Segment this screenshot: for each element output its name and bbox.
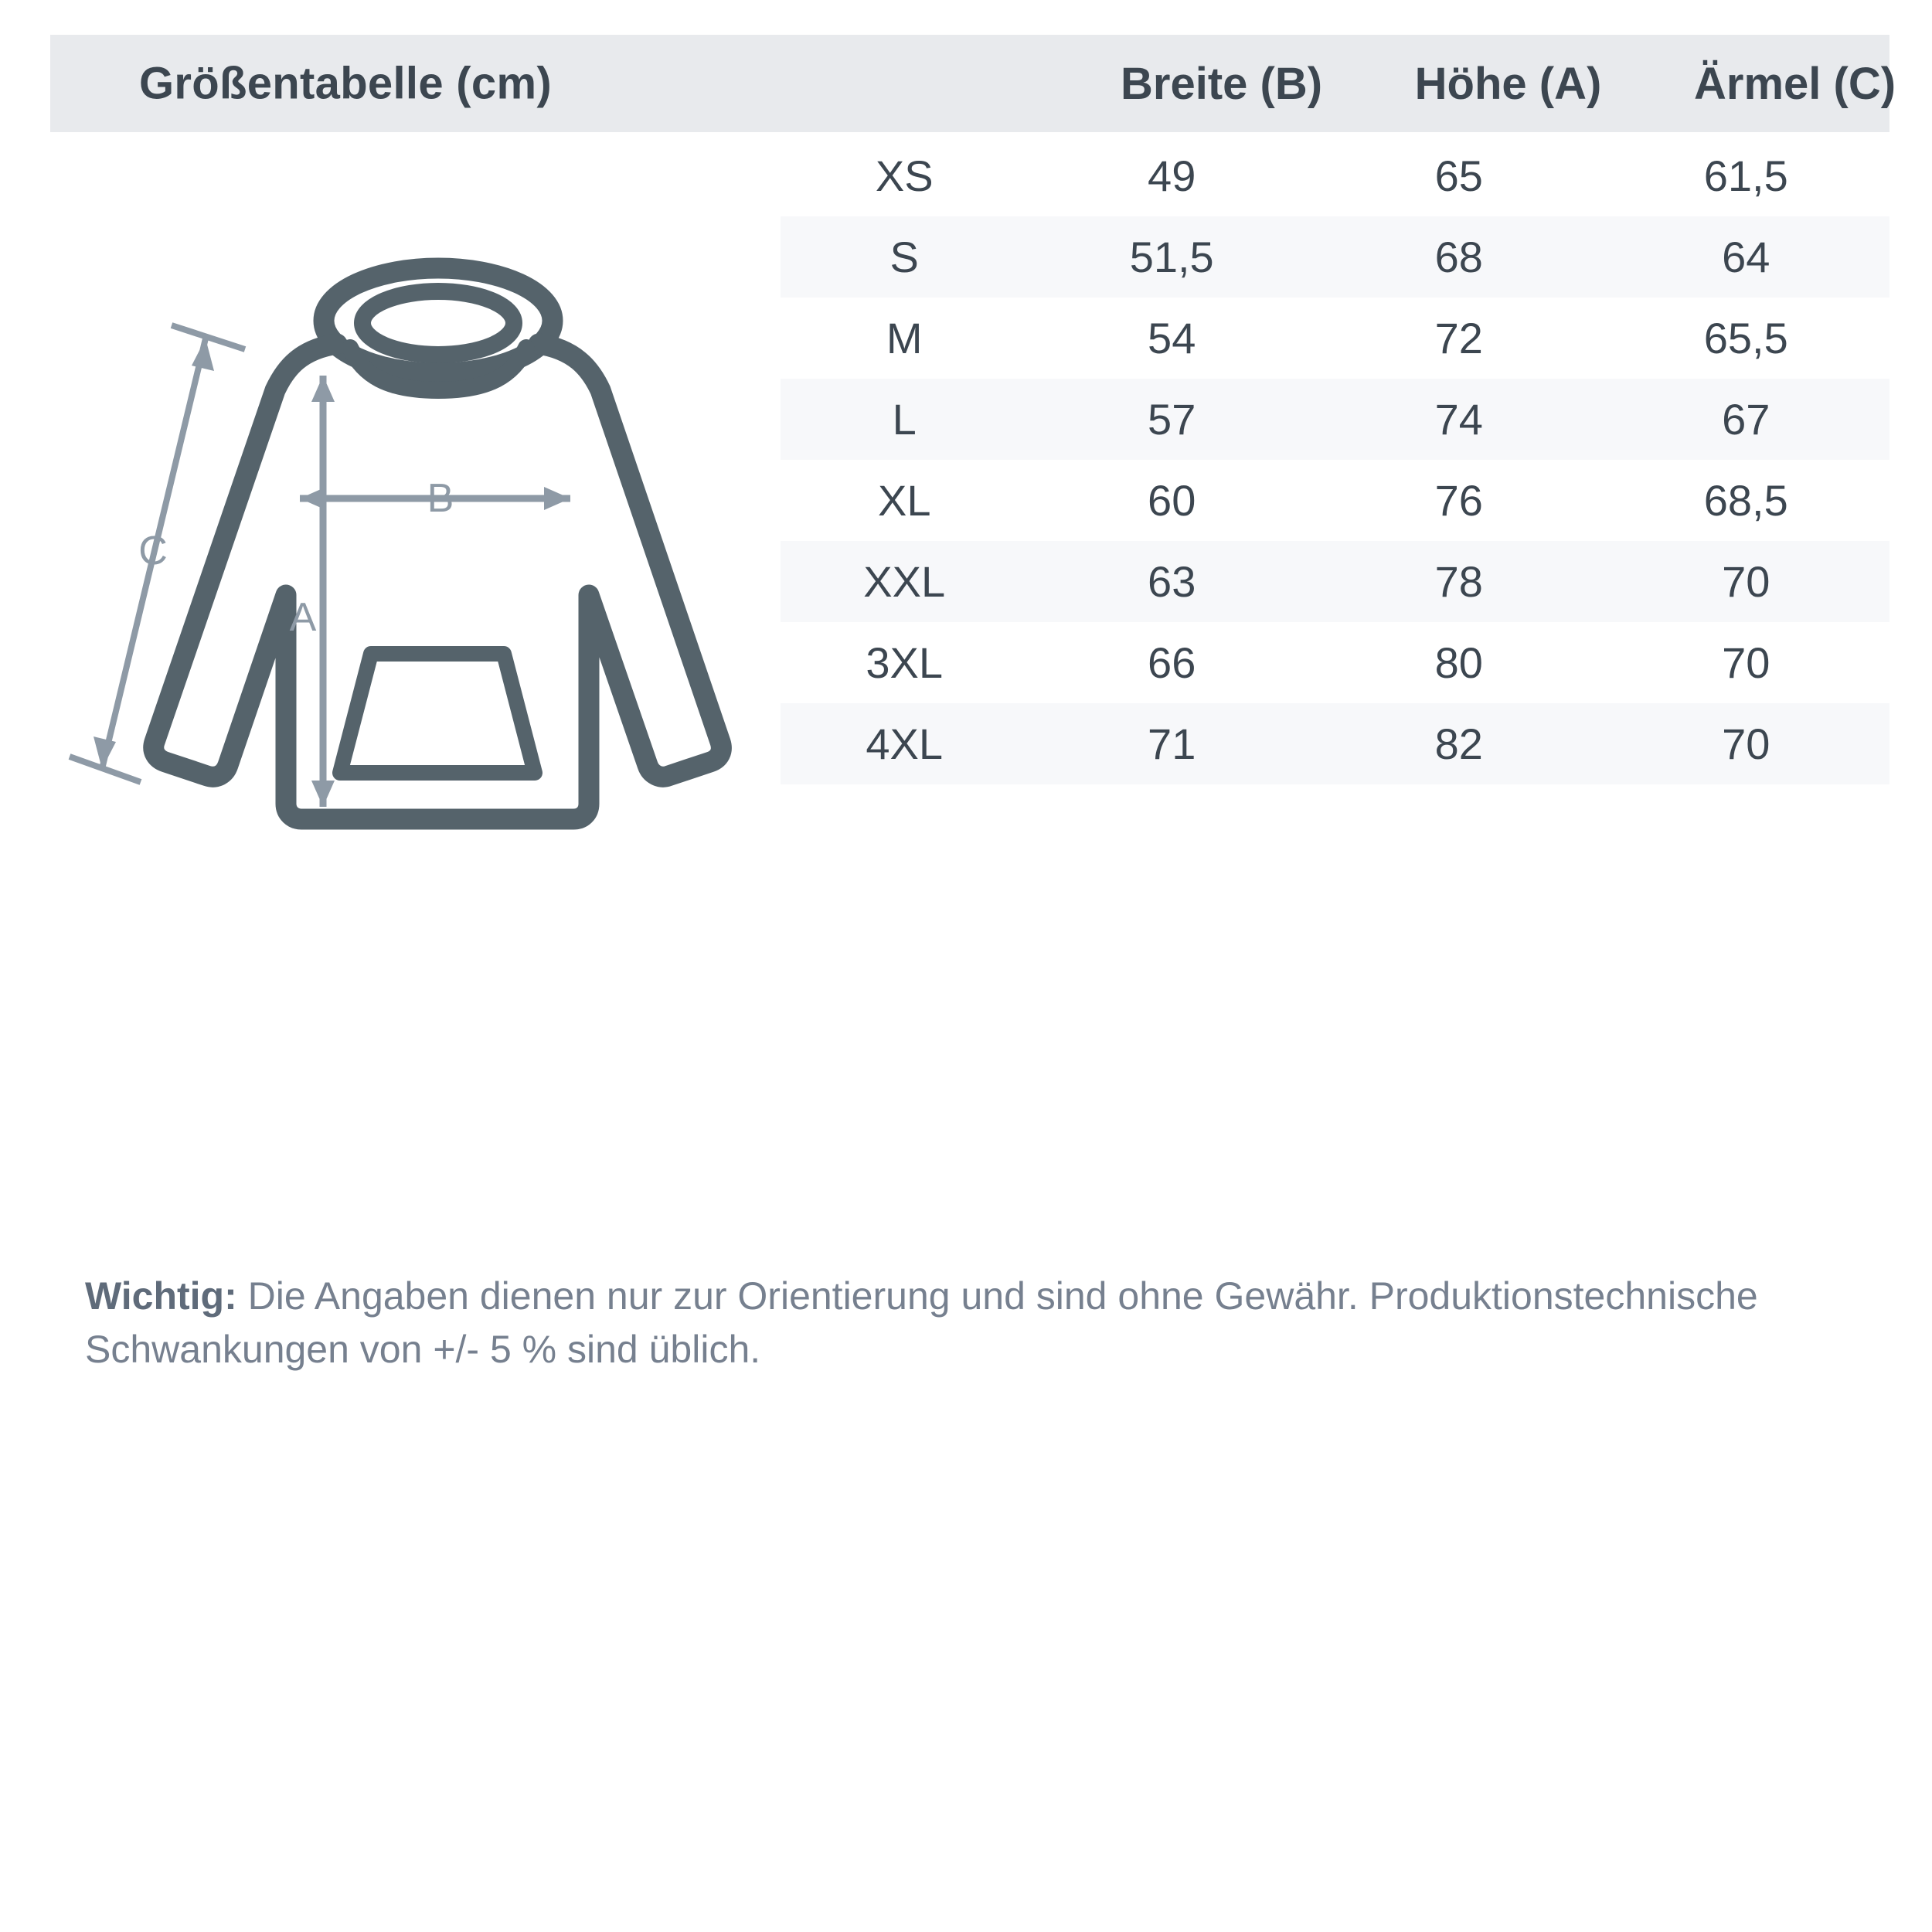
size-table: XS 49 65 61,5 S 51,5 68 64 M 54 72 65,5 …	[781, 135, 1889, 784]
cell-breite: 71	[1148, 719, 1196, 768]
cell-aermel: 64	[1722, 233, 1770, 281]
hoodie-body-outline	[143, 333, 732, 830]
cell-breite: 66	[1148, 638, 1196, 687]
column-header-row: Breite (B) Höhe (A) Ärmel (C)	[831, 35, 1932, 132]
dimension-c-arrow	[68, 322, 247, 785]
table-row: XL 60 76 68,5	[781, 460, 1889, 541]
size-table-body: XS 49 65 61,5 S 51,5 68 64 M 54 72 65,5 …	[781, 135, 1889, 784]
cell-hoehe: 74	[1434, 395, 1483, 444]
dimension-b-label: B	[427, 476, 454, 521]
cell-size: 4XL	[866, 719, 944, 768]
table-row: L 57 74 67	[781, 379, 1889, 460]
cell-breite: 49	[1148, 151, 1196, 200]
cell-aermel: 68,5	[1703, 476, 1788, 525]
column-header-hoehe: Höhe (A)	[1414, 58, 1602, 109]
table-row: 4XL 71 82 70	[781, 703, 1889, 784]
cell-size: XL	[877, 476, 931, 525]
hood-outer-icon	[313, 257, 563, 384]
dimension-a-label: A	[290, 595, 317, 640]
cell-size: XXL	[863, 557, 946, 606]
cell-size: L	[892, 395, 917, 444]
disclaimer-text: Die Angaben dienen nur zur Orientierung …	[85, 1274, 1758, 1371]
cell-size: M	[886, 314, 923, 362]
table-row: 3XL 66 80 70	[781, 622, 1889, 703]
page-title: Größentabelle (cm)	[139, 58, 552, 109]
column-header-breite: Breite (B)	[1120, 58, 1323, 109]
disclaimer-label: Wichtig:	[85, 1274, 237, 1318]
cell-breite: 54	[1148, 314, 1196, 362]
cell-hoehe: 80	[1434, 638, 1483, 687]
cell-aermel: 67	[1722, 395, 1770, 444]
cell-hoehe: 76	[1434, 476, 1483, 525]
cell-breite: 51,5	[1129, 233, 1214, 281]
cell-hoehe: 82	[1434, 719, 1483, 768]
disclaimer-note: Wichtig: Die Angaben dienen nur zur Orie…	[85, 1270, 1886, 1376]
cell-hoehe: 65	[1434, 151, 1483, 200]
cell-aermel: 70	[1722, 638, 1770, 687]
hood-inner-icon	[354, 283, 522, 363]
cell-hoehe: 68	[1434, 233, 1483, 281]
kangaroo-pocket	[332, 646, 543, 781]
cell-hoehe: 72	[1434, 314, 1483, 362]
cell-breite: 60	[1148, 476, 1196, 525]
hoodie-diagram-svg: B A C	[68, 257, 732, 830]
cell-size: 3XL	[866, 638, 944, 687]
cell-breite: 57	[1148, 395, 1196, 444]
table-row: XXL 63 78 70	[781, 541, 1889, 622]
cell-aermel: 65,5	[1703, 314, 1788, 362]
table-row: S 51,5 68 64	[781, 216, 1889, 298]
cell-size: S	[889, 233, 919, 281]
cell-aermel: 61,5	[1703, 151, 1788, 200]
table-header-band: Größentabelle (cm) Breite (B) Höhe (A) Ä…	[50, 35, 1896, 132]
dimension-c-label: C	[138, 529, 168, 573]
cell-breite: 63	[1148, 557, 1196, 606]
dimension-a-arrow	[311, 376, 335, 807]
cell-size: XS	[875, 151, 934, 200]
column-header-aermel: Ärmel (C)	[1693, 58, 1896, 109]
cell-aermel: 70	[1722, 719, 1770, 768]
hood-neck-join	[342, 339, 535, 400]
cell-aermel: 70	[1722, 557, 1770, 606]
table-row: M 54 72 65,5	[781, 298, 1889, 379]
table-row: XS 49 65 61,5	[781, 135, 1889, 216]
hoodie-diagram: B A C	[54, 232, 773, 842]
cell-hoehe: 78	[1434, 557, 1483, 606]
